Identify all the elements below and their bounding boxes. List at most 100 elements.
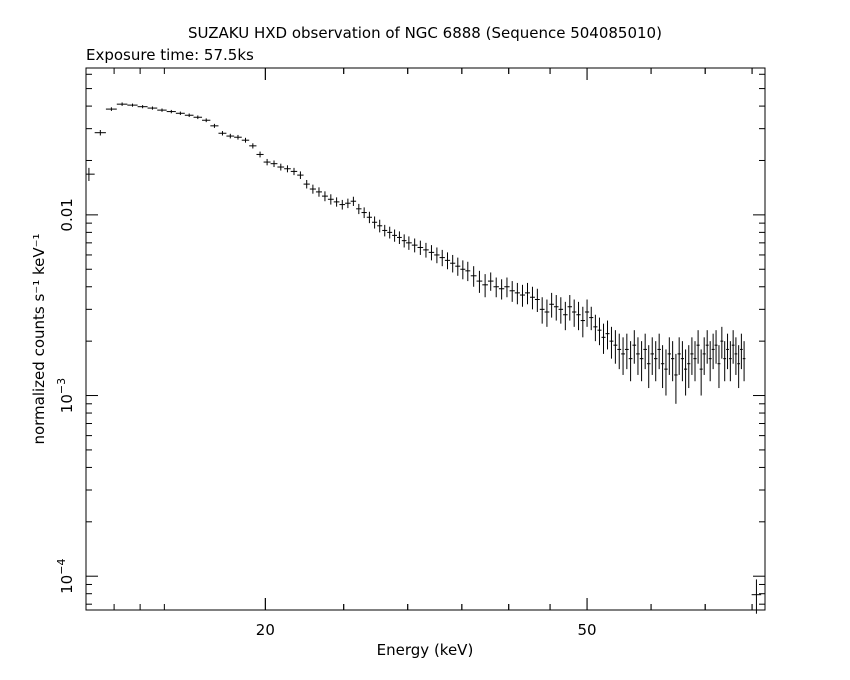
data-point (711, 333, 715, 370)
data-point (105, 107, 117, 111)
x-tick-label: 20 (256, 621, 275, 639)
data-point (639, 341, 644, 382)
data-point (740, 333, 743, 370)
data-point (589, 306, 594, 331)
data-point (397, 231, 402, 244)
data-point (549, 292, 554, 318)
y-tick-label: 0.01 (58, 198, 76, 231)
data-point (444, 252, 451, 270)
data-point (667, 337, 671, 375)
data-point (392, 229, 398, 242)
data-point (476, 270, 483, 293)
data-point (650, 337, 654, 375)
data-point (628, 341, 633, 382)
data-point (624, 333, 629, 370)
data-point (315, 187, 322, 197)
data-point (116, 102, 128, 106)
data-point (593, 314, 598, 342)
data-point (621, 337, 625, 375)
data-point (670, 341, 675, 382)
data-point (519, 284, 526, 307)
data-point (439, 249, 445, 267)
data-point (734, 337, 738, 375)
data-point (696, 330, 700, 364)
data-point (646, 345, 651, 389)
data-point (202, 118, 211, 123)
y-tick-label: 10−3 (55, 378, 76, 413)
y-tick-label: 10−4 (55, 559, 76, 594)
data-point (127, 103, 138, 107)
data-point (321, 191, 328, 202)
data-point (277, 163, 285, 171)
data-point (460, 260, 466, 280)
data-point (563, 301, 568, 331)
y-tick-label-text: 10−3 (55, 378, 76, 413)
data-point (529, 286, 535, 310)
data-point (613, 330, 618, 364)
data-point (699, 349, 703, 396)
data-point (137, 105, 148, 109)
data-point (482, 274, 488, 298)
data-point (405, 236, 412, 250)
data-point (702, 337, 706, 375)
data-point (401, 234, 407, 248)
data-point (309, 184, 316, 194)
data-point (617, 333, 622, 370)
data-point (345, 198, 351, 209)
data-point (653, 341, 658, 382)
data-point (193, 115, 203, 120)
data-point (387, 226, 393, 239)
data-point (241, 137, 250, 143)
data-point (539, 297, 545, 324)
data-point (580, 306, 585, 338)
data-point (366, 211, 373, 224)
data-point (558, 297, 564, 324)
data-point (636, 337, 640, 375)
corner-error-marker (751, 579, 762, 614)
data-point (632, 330, 637, 364)
data-point (514, 282, 520, 305)
data-point (605, 320, 610, 350)
data-point (690, 337, 694, 375)
data-point (372, 216, 378, 229)
data-point (601, 323, 606, 354)
data-point (728, 341, 732, 382)
data-point (525, 282, 530, 305)
data-point (723, 341, 727, 382)
data-point (680, 341, 685, 382)
data-point (487, 272, 494, 291)
data-point (684, 349, 688, 396)
data-point (450, 254, 456, 273)
data-point (361, 207, 367, 219)
axis-tick-labels: 20 50 0.01 10−3 10−4 (55, 198, 597, 639)
data-point (726, 333, 729, 370)
data-point (434, 247, 440, 264)
data-point (284, 165, 291, 173)
data-point (708, 341, 712, 382)
data-point (576, 301, 581, 331)
data-points (86, 102, 746, 404)
data-point (428, 245, 435, 261)
data-point (609, 326, 614, 359)
data-point (423, 242, 429, 258)
data-point (465, 261, 471, 282)
data-point (493, 277, 499, 298)
data-point (504, 277, 510, 298)
data-point (544, 299, 550, 327)
data-point (660, 345, 665, 389)
chart-title: SUZAKU HXD observation of NGC 6888 (Sequ… (188, 24, 662, 42)
axis-ticks (86, 68, 765, 610)
data-point (664, 349, 668, 396)
data-point (290, 167, 298, 176)
data-point (327, 194, 334, 205)
data-point (382, 224, 388, 237)
data-point (218, 131, 227, 136)
data-point (584, 299, 590, 327)
data-point (705, 330, 709, 364)
data-point (717, 345, 721, 389)
plot-frame (85, 67, 766, 611)
data-point (350, 196, 357, 206)
data-point (509, 281, 515, 302)
y-tick-label-text: 0.01 (58, 198, 76, 231)
